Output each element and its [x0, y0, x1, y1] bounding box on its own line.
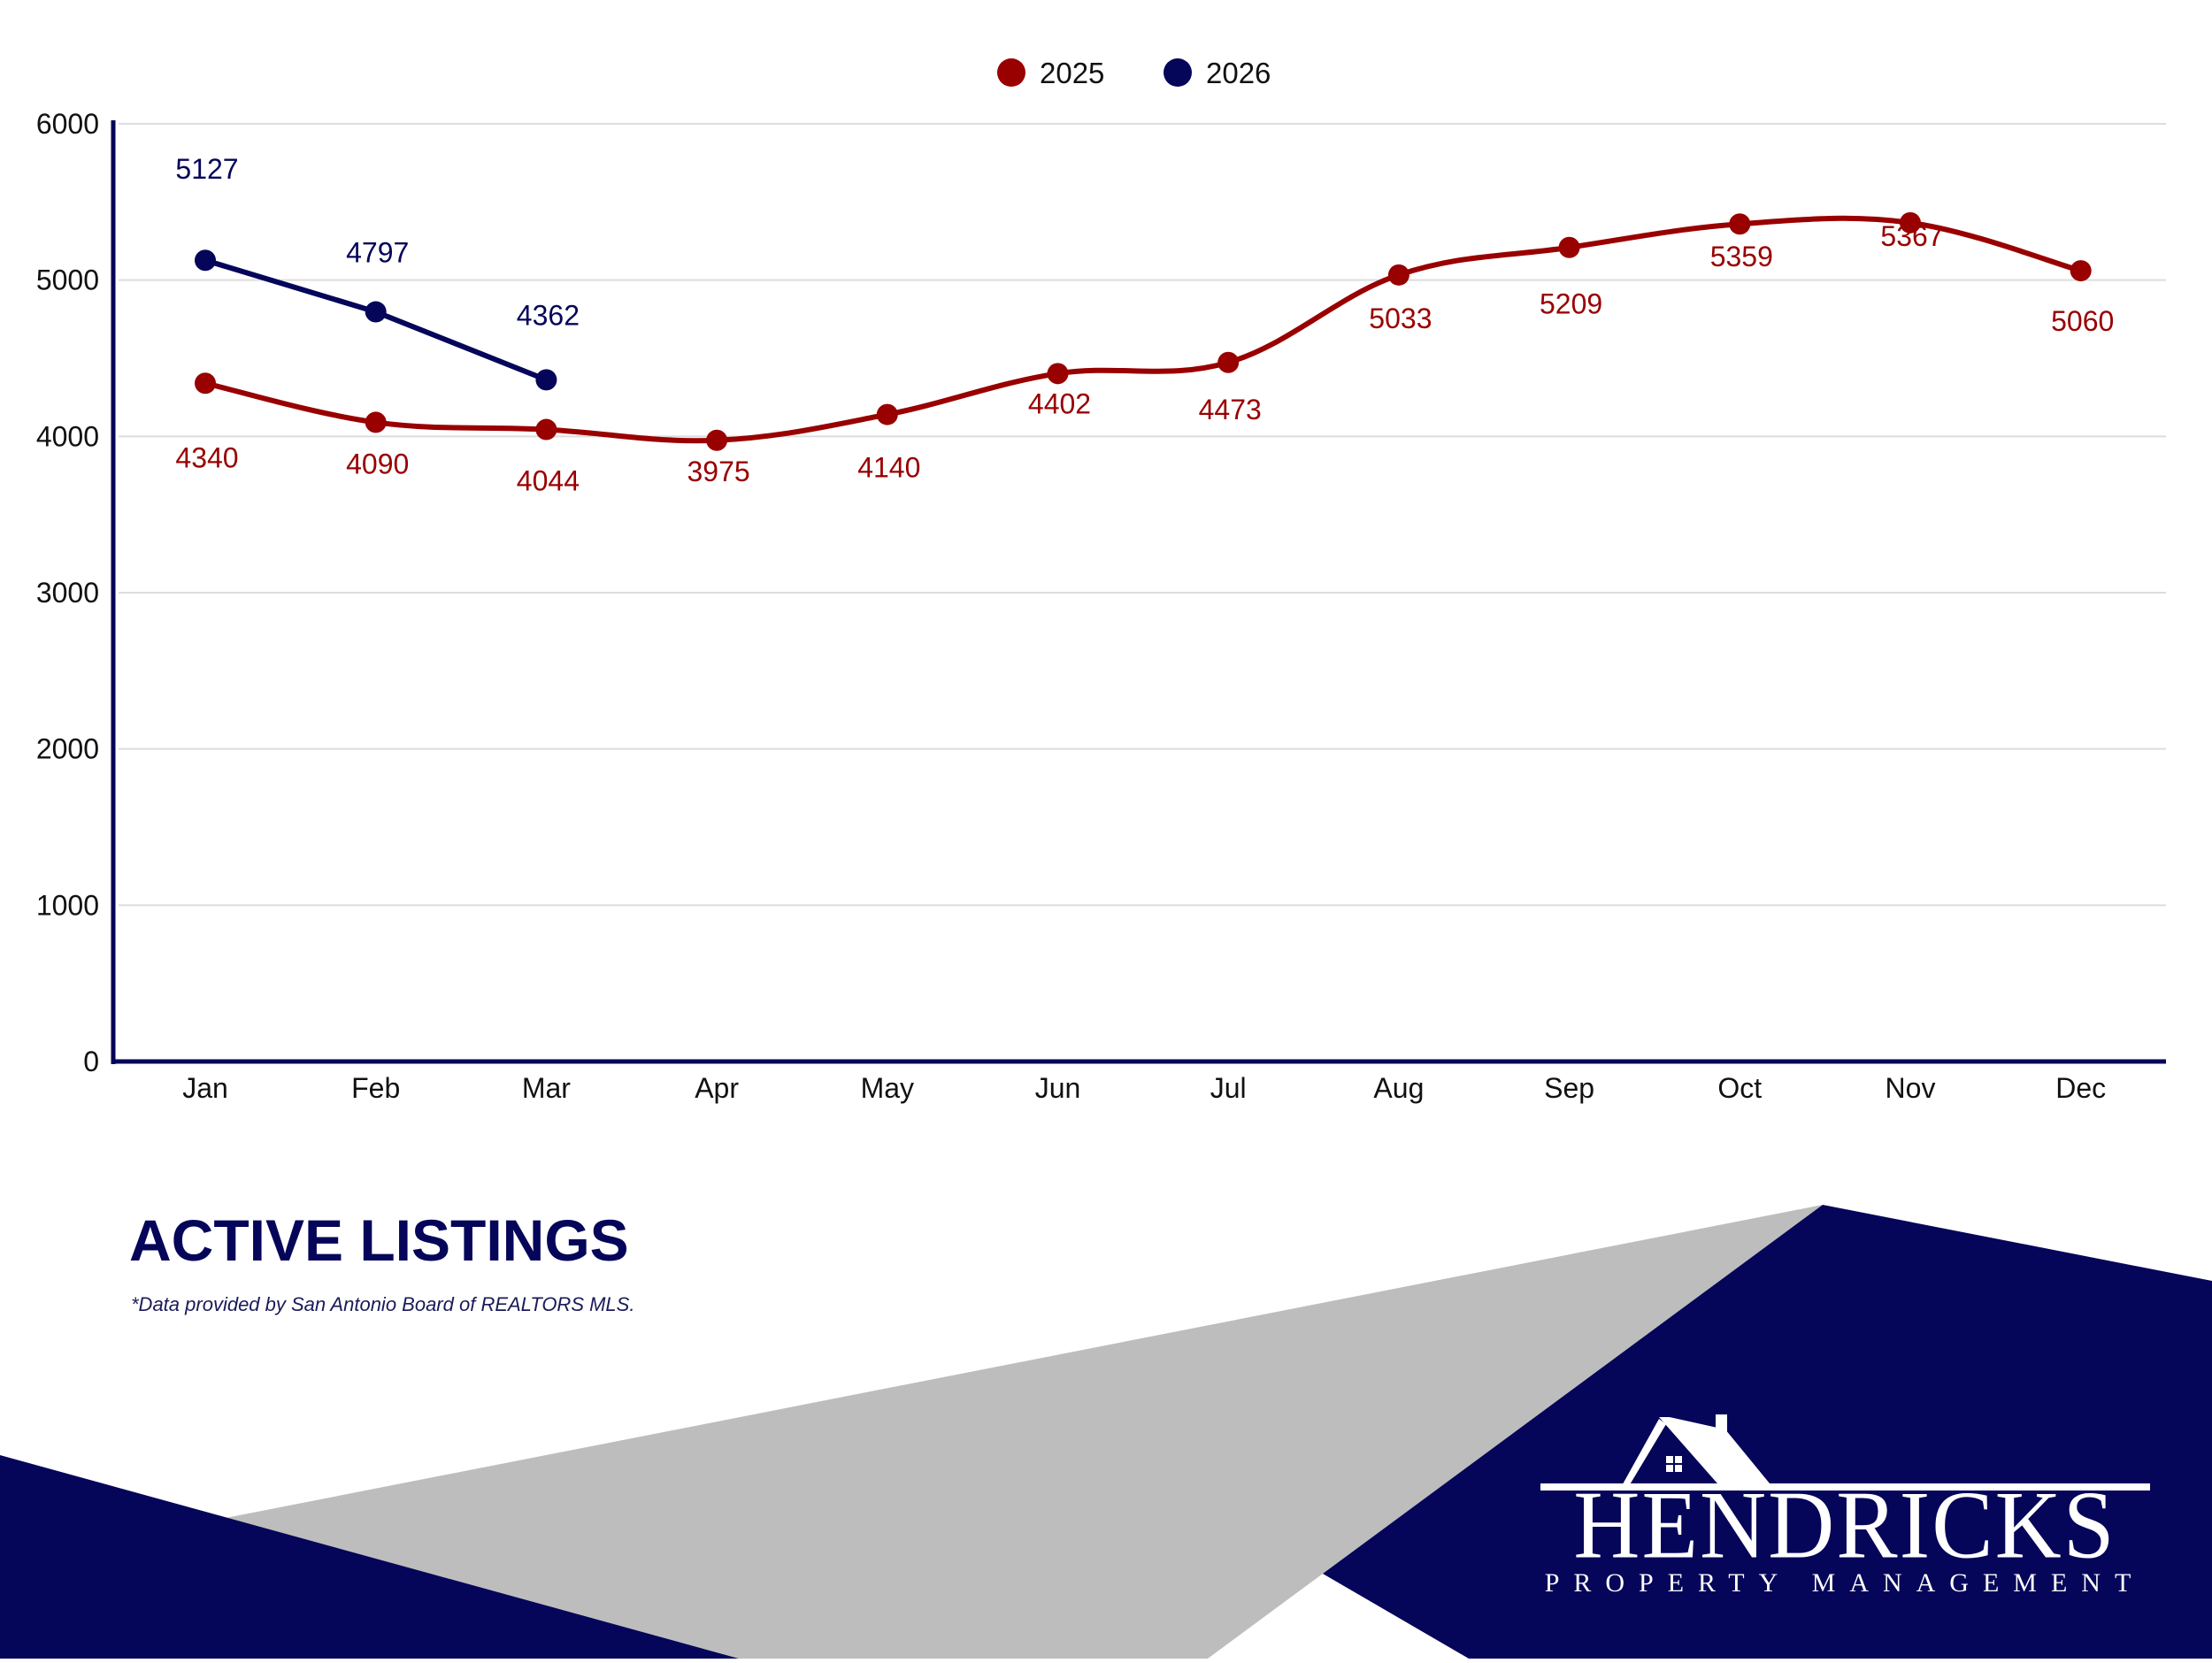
series-line-2025: [203, 215, 2084, 444]
data-point-marker[interactable]: [195, 249, 216, 272]
x-tick-label: Jun: [1035, 1072, 1081, 1104]
y-tick-label: 5000: [36, 264, 99, 296]
data-point-marker[interactable]: [1558, 236, 1580, 258]
data-point-marker[interactable]: [535, 418, 557, 441]
data-point-marker[interactable]: [2070, 260, 2092, 282]
data-label: 4090: [346, 448, 409, 479]
data-point-marker[interactable]: [1729, 213, 1751, 235]
data-point-marker[interactable]: [535, 369, 557, 391]
legend-label: 2026: [1206, 57, 1271, 89]
y-tick-label: 1000: [36, 889, 99, 921]
x-tick-label: Nov: [1886, 1072, 1936, 1104]
series-2025: 4340 4090 4044 3975 4140 4402 4473 5033 5209 5359…: [175, 211, 2114, 497]
data-point-marker[interactable]: [876, 403, 898, 425]
company-logo: HENDRICKS PROPERTY MANAGEMENT: [1531, 1411, 2168, 1606]
y-tick-label: 6000: [36, 108, 99, 140]
y-axis: 0 1000 2000 3000 4000 5000 6000: [36, 108, 116, 1077]
data-point-marker[interactable]: [1387, 264, 1409, 286]
data-label: 4140: [857, 452, 920, 484]
x-tick-label: Jan: [182, 1072, 228, 1104]
data-label: 5359: [1710, 241, 1773, 272]
gridlines: [119, 123, 2166, 907]
x-tick-label: Oct: [1717, 1072, 1762, 1104]
data-label: 5127: [175, 153, 238, 185]
legend: 2025 2026: [997, 57, 1271, 89]
series: 4340 4090 4044 3975 4140 4402 4473 5033 5209 5359…: [175, 153, 2114, 496]
data-point-marker[interactable]: [195, 372, 216, 395]
data-point-marker[interactable]: [706, 429, 728, 451]
series-2026: 5127 4797 4362: [175, 153, 580, 391]
page-title: ACTIVE LISTINGS: [129, 1207, 629, 1273]
data-label: 5367: [1880, 220, 1943, 252]
legend-marker-icon: [1164, 58, 1192, 87]
data-label: 4362: [517, 299, 580, 331]
data-point-marker[interactable]: [1217, 351, 1240, 373]
data-point-marker[interactable]: [365, 411, 387, 433]
data-point-marker[interactable]: [1900, 211, 1921, 234]
x-tick-label: Feb: [351, 1072, 400, 1104]
gray-shape: [226, 1205, 1823, 1659]
legend-label: 2025: [1040, 57, 1104, 89]
legend-marker-icon: [997, 58, 1025, 87]
data-label: 5033: [1369, 303, 1432, 334]
data-label: 4340: [175, 441, 238, 473]
x-tick-label: Jul: [1210, 1072, 1247, 1104]
navy-shape-right: [1323, 1205, 2212, 1659]
data-label: 4473: [1199, 394, 1262, 425]
logo-subtitle: PROPERTY MANAGEMENT: [1544, 1568, 2146, 1598]
house-logo-icon: [1540, 1414, 2150, 1491]
x-tick-label: May: [861, 1072, 914, 1104]
y-tick-label: 3000: [36, 577, 99, 609]
data-point-marker[interactable]: [1047, 363, 1069, 385]
x-tick-label: Mar: [522, 1072, 571, 1104]
x-tick-label: Dec: [2055, 1072, 2106, 1104]
legend-item-2025[interactable]: 2025: [997, 57, 1104, 89]
logo-name: HENDRICKS: [1573, 1472, 2116, 1579]
x-tick-label: Aug: [1373, 1072, 1424, 1104]
data-label: 4402: [1028, 387, 1091, 419]
x-tick-label: Sep: [1544, 1072, 1594, 1104]
x-tick-label: Apr: [695, 1072, 739, 1104]
data-label: 3975: [687, 456, 750, 487]
x-axis: Jan Feb Mar Apr May Jun Jul Aug Sep Oct Nov Dec: [111, 1059, 2166, 1104]
data-label: 4797: [346, 237, 409, 269]
decorative-background-shapes: [0, 1205, 2212, 1659]
navy-shape-left: [0, 1455, 739, 1659]
legend-item-2026[interactable]: 2026: [1164, 57, 1271, 89]
data-label: 5060: [2051, 305, 2114, 337]
data-source-note: *Data provided by San Antonio Board of R…: [131, 1293, 635, 1315]
data-point-marker[interactable]: [365, 301, 387, 323]
y-tick-label: 2000: [36, 733, 99, 765]
data-label: 4044: [517, 465, 580, 497]
y-tick-label: 0: [83, 1046, 99, 1077]
data-label: 5209: [1540, 288, 1602, 320]
y-tick-label: 4000: [36, 420, 99, 452]
